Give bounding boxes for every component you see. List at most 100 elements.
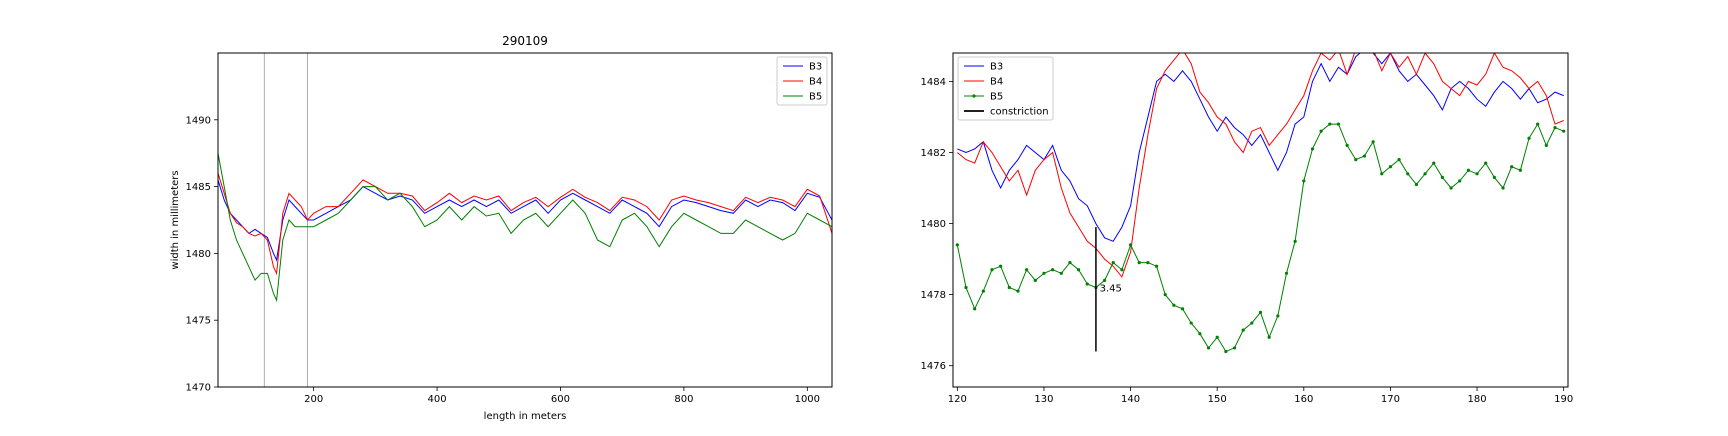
b5-marker <box>1267 335 1271 339</box>
b5-marker <box>1189 321 1193 325</box>
b5-marker <box>1137 261 1141 265</box>
b5-marker <box>1025 268 1029 272</box>
x-tick-label: 140 <box>1121 394 1140 405</box>
b5-marker <box>1310 147 1315 151</box>
b5-marker <box>1432 161 1436 165</box>
b5-marker <box>1466 168 1470 172</box>
series-line-b5 <box>218 153 832 303</box>
chart-panel-2: 3.45 120 130 140 150 160 170 180 190 1476 1478 1480… <box>921 52 1573 405</box>
b5-marker <box>1414 182 1419 187</box>
b5-marker <box>990 268 994 272</box>
y-tick-label: 1490 <box>186 115 211 126</box>
b5-marker <box>1042 271 1046 275</box>
x-tick-label: 1000 <box>795 394 820 405</box>
b5-marker <box>1354 157 1358 162</box>
x-tick-label: 180 <box>1468 394 1487 405</box>
x-tick-label: 600 <box>551 394 570 405</box>
b5-marker <box>1475 172 1479 176</box>
b5-marker <box>1102 278 1107 283</box>
b5-marker <box>1154 264 1159 268</box>
b5-marker <box>1120 268 1124 272</box>
b5-marker <box>1484 161 1488 165</box>
x-tick-label: 190 <box>1554 394 1573 405</box>
y-tick-label: 1485 <box>186 182 211 193</box>
legend-marker <box>972 94 976 98</box>
b5-marker <box>1033 278 1037 283</box>
b5-marker <box>1128 243 1133 247</box>
y-tick-label: 1480 <box>186 249 211 260</box>
b5-marker <box>1440 175 1445 179</box>
b5-marker <box>1076 268 1081 272</box>
b5-marker <box>1206 346 1211 350</box>
legend-box <box>957 56 1054 121</box>
b5-marker <box>1553 126 1557 130</box>
y-tick-label: 1480 <box>921 219 946 230</box>
legend-label-b5: B5 <box>809 92 822 103</box>
b5-marker <box>1319 129 1323 133</box>
b5-marker <box>1111 261 1115 265</box>
b5-marker <box>1510 165 1514 169</box>
x-tick-label: 150 <box>1208 394 1227 405</box>
b5-marker <box>1423 172 1427 176</box>
b5-marker <box>1276 314 1280 318</box>
chart-title: 290109 <box>502 34 548 48</box>
b5-marker <box>1544 143 1548 147</box>
b5-marker <box>1232 346 1237 350</box>
b5-marker <box>1180 307 1185 311</box>
b5-marker <box>1059 271 1063 275</box>
y-tick-label: 1475 <box>186 316 211 327</box>
series-line-b3 <box>218 179 832 262</box>
b5-marker <box>1284 271 1289 275</box>
b5-marker <box>1518 168 1522 172</box>
y-tick-label: 1478 <box>921 290 946 301</box>
b5-marker <box>973 307 977 311</box>
series-group <box>218 153 832 303</box>
b5-marker <box>1016 289 1020 293</box>
legend: B3 B4 B5 <box>776 56 828 106</box>
legend-label-b4: B4 <box>809 77 822 88</box>
b5-marker <box>1406 172 1410 176</box>
b5-marker <box>1085 282 1089 286</box>
b5-marker <box>1345 143 1349 147</box>
b5-marker <box>1224 349 1228 354</box>
x-tick-label: 200 <box>304 394 323 405</box>
series-line-b4 <box>218 173 832 276</box>
b5-marker <box>955 243 959 247</box>
b5-marker <box>1501 186 1505 190</box>
y-tick-label: 1476 <box>921 361 946 372</box>
b5-marker <box>1371 140 1375 144</box>
b5-marker <box>1163 293 1167 297</box>
legend-label-b3: B3 <box>990 62 1003 73</box>
plot-frame <box>217 52 833 388</box>
b5-marker <box>1198 332 1202 336</box>
x-tick-label: 800 <box>674 394 693 405</box>
b5-marker <box>1241 328 1245 332</box>
x-tick-label: 400 <box>428 394 447 405</box>
legend: B3 B4 B5 constriction <box>957 56 1054 121</box>
b5-marker <box>1007 285 1011 290</box>
chart-panel-1: 200 400 600 800 1000 1470 1475 1480 1485 1490 2901… <box>170 34 833 422</box>
series-group <box>955 53 1566 354</box>
y-tick-label: 1482 <box>921 148 946 159</box>
series-line-b4 <box>956 53 1564 278</box>
b5-marker <box>1328 122 1332 126</box>
b5-marker <box>1250 321 1254 325</box>
b5-marker <box>1492 175 1496 179</box>
b5-marker <box>1449 186 1453 190</box>
x-tick-label: 160 <box>1294 394 1313 405</box>
legend-label-b5: B5 <box>990 92 1003 103</box>
x-tick-label: 120 <box>948 394 967 405</box>
b5-marker <box>1527 136 1531 140</box>
legend-label-b4: B4 <box>990 77 1003 88</box>
b5-marker <box>1302 179 1306 183</box>
b5-marker <box>1068 261 1072 265</box>
x-tick-label: 170 <box>1381 394 1400 405</box>
legend-label-constriction: constriction <box>990 107 1049 118</box>
x-axis-label: length in meters <box>484 411 567 422</box>
constriction-label: 3.45 <box>1100 284 1122 295</box>
b5-marker <box>964 285 968 290</box>
x-tick-label: 130 <box>1034 394 1053 405</box>
b5-marker <box>1380 172 1384 176</box>
